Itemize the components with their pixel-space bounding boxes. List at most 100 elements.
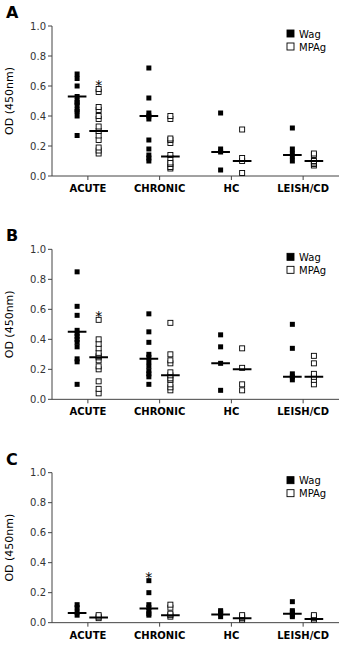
y-axis bbox=[52, 473, 53, 623]
y-tick-label: 0.6 bbox=[30, 527, 46, 538]
x-tick bbox=[231, 623, 232, 627]
y-tick bbox=[48, 472, 52, 473]
marks bbox=[68, 578, 323, 622]
x-tick bbox=[303, 399, 304, 403]
x-tick-label: HC bbox=[224, 630, 240, 641]
point bbox=[146, 359, 151, 364]
y-tick-label: 0.0 bbox=[30, 171, 46, 182]
point bbox=[240, 388, 245, 393]
median-line bbox=[233, 160, 252, 162]
point bbox=[96, 145, 101, 150]
point bbox=[75, 269, 80, 274]
point bbox=[146, 368, 151, 373]
x-tick-label: HC bbox=[224, 183, 240, 194]
point bbox=[168, 136, 173, 141]
y-tick bbox=[48, 339, 52, 340]
legend-label: MPAg bbox=[299, 488, 326, 499]
point bbox=[290, 322, 295, 327]
legend-label: MPAg bbox=[299, 265, 326, 276]
point bbox=[75, 356, 80, 361]
y-tick-label: 0.4 bbox=[30, 111, 46, 122]
point bbox=[218, 168, 223, 173]
point bbox=[75, 382, 80, 387]
median-line bbox=[68, 612, 87, 614]
point bbox=[146, 66, 151, 71]
point bbox=[240, 346, 245, 351]
legend-label: Wag bbox=[299, 252, 321, 263]
median-line bbox=[233, 617, 252, 619]
legend: WagMPAg bbox=[287, 29, 326, 53]
x-tick-label: LEISH/CD bbox=[277, 630, 329, 641]
legend-swatch bbox=[287, 266, 294, 273]
y-tick bbox=[48, 532, 52, 533]
point bbox=[146, 329, 151, 334]
panel-label: A bbox=[6, 3, 19, 22]
point bbox=[75, 84, 80, 89]
y-tick bbox=[48, 56, 52, 57]
point bbox=[168, 352, 173, 357]
point bbox=[240, 127, 245, 132]
point bbox=[168, 358, 173, 363]
x-tick-label: CHRONIC bbox=[134, 183, 185, 194]
x-tick bbox=[87, 399, 88, 403]
point bbox=[168, 320, 173, 325]
point bbox=[218, 388, 223, 393]
y-tick-label: 0.2 bbox=[30, 587, 46, 598]
y-tick bbox=[48, 562, 52, 563]
x-tick bbox=[159, 399, 160, 403]
point bbox=[75, 72, 80, 77]
point bbox=[290, 608, 295, 613]
y-tick bbox=[48, 146, 52, 147]
point bbox=[146, 340, 151, 345]
x-tick-label: ACUTE bbox=[69, 630, 106, 641]
x-tick bbox=[159, 623, 160, 627]
point bbox=[168, 602, 173, 607]
point bbox=[290, 599, 295, 604]
y-tick bbox=[48, 176, 52, 177]
panel-label: B bbox=[6, 226, 18, 245]
y-tick-label: 0.4 bbox=[30, 334, 46, 345]
legend-label: Wag bbox=[299, 29, 321, 40]
y-tick-label: 0.8 bbox=[30, 274, 46, 285]
y-tick bbox=[48, 86, 52, 87]
point bbox=[240, 171, 245, 176]
point bbox=[218, 111, 223, 116]
y-axis-label: OD (450nm) bbox=[3, 514, 16, 582]
point bbox=[311, 361, 316, 366]
y-tick bbox=[48, 309, 52, 310]
y-tick-label: 0.8 bbox=[30, 51, 46, 62]
point bbox=[146, 147, 151, 152]
y-tick-label: 0.6 bbox=[30, 304, 46, 315]
legend: Wag MPAg bbox=[287, 252, 326, 276]
x-axis bbox=[52, 176, 339, 177]
y-tick bbox=[48, 399, 52, 400]
x-tick bbox=[87, 176, 88, 180]
point bbox=[96, 124, 101, 129]
y-axis-label: OD (450nm) bbox=[3, 67, 16, 135]
median-line bbox=[161, 156, 180, 158]
median-line bbox=[68, 96, 87, 98]
y-tick bbox=[48, 622, 52, 623]
x-axis bbox=[52, 399, 339, 400]
y-tick-label: 0.4 bbox=[30, 557, 46, 568]
legend-swatch bbox=[287, 30, 294, 37]
legend-swatch bbox=[287, 490, 294, 497]
y-tick bbox=[48, 592, 52, 593]
y-tick-label: 0.2 bbox=[30, 141, 46, 152]
x-tick-label: LEISH/CD bbox=[277, 406, 329, 417]
median-line bbox=[140, 115, 159, 117]
point bbox=[146, 138, 151, 143]
median-line bbox=[161, 374, 180, 376]
point bbox=[96, 386, 101, 391]
panel: AOD (450nm)0.00.20.40.60.81.0ACUTECHRONI… bbox=[3, 3, 339, 194]
median-line bbox=[140, 358, 159, 360]
point bbox=[75, 344, 80, 349]
x-tick bbox=[231, 399, 232, 403]
annotation: * bbox=[95, 308, 102, 324]
median-line bbox=[283, 613, 302, 615]
y-tick bbox=[48, 26, 52, 27]
y-tick bbox=[48, 502, 52, 503]
median-line bbox=[233, 368, 252, 370]
point bbox=[75, 114, 80, 119]
x-tick-label: ACUTE bbox=[69, 406, 106, 417]
